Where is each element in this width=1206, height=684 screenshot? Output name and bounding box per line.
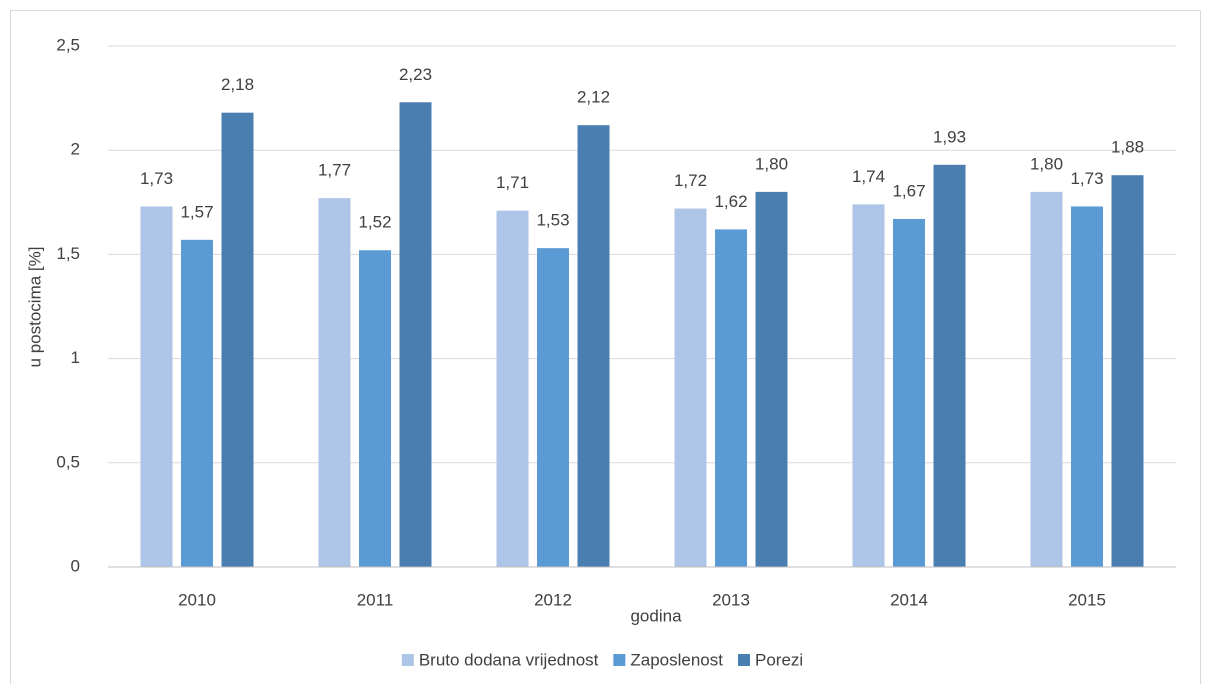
y-tick-label: 1 <box>71 348 80 367</box>
value-label: 2,23 <box>399 65 432 84</box>
bar <box>1030 191 1063 567</box>
bar <box>674 208 707 567</box>
value-label: 1,77 <box>318 161 351 180</box>
value-label: 1,73 <box>140 169 173 188</box>
y-tick-label: 0,5 <box>56 452 80 471</box>
value-label: 1,71 <box>496 173 529 192</box>
x-tick-label: 2011 <box>357 590 394 609</box>
legend-swatch <box>613 654 626 666</box>
value-label: 1,80 <box>755 154 788 173</box>
value-label: 1,74 <box>852 167 885 186</box>
y-tick-label: 2,5 <box>56 35 80 54</box>
bar <box>140 206 173 567</box>
value-label: 1,67 <box>892 181 925 200</box>
value-label: 1,57 <box>180 202 213 221</box>
value-label: 1,88 <box>1111 138 1144 157</box>
legend-label: Bruto dodana vrijednost <box>419 650 599 669</box>
y-tick-label: 0 <box>71 556 80 575</box>
x-tick-label: 2010 <box>178 590 216 609</box>
bar <box>933 164 966 567</box>
y-tick-label: 2 <box>71 140 80 159</box>
value-label: 1,93 <box>933 127 966 146</box>
y-tick-label: 1,5 <box>56 244 80 263</box>
bar <box>221 112 254 568</box>
x-tick-label: 2014 <box>890 590 928 609</box>
bar <box>852 204 885 567</box>
x-axis-label: godina <box>630 606 682 625</box>
bar <box>359 250 391 567</box>
bar <box>893 218 925 568</box>
bar <box>399 102 432 567</box>
x-tick-label: 2015 <box>1068 590 1106 609</box>
value-label: 1,80 <box>1030 154 1063 173</box>
value-label: 1,73 <box>1070 169 1103 188</box>
value-label: 1,52 <box>358 213 391 232</box>
value-label: 1,53 <box>536 211 569 230</box>
x-tick-label: 2013 <box>712 590 750 609</box>
bar <box>715 229 747 567</box>
legend-swatch <box>738 654 750 666</box>
value-label: 1,62 <box>714 192 747 211</box>
bar <box>577 125 610 567</box>
legend-label: Porezi <box>755 650 803 669</box>
chart-border <box>10 10 1201 684</box>
bar <box>1111 175 1144 567</box>
value-label: 2,18 <box>221 75 254 94</box>
bar <box>496 210 529 568</box>
legend-label: Zaposlenost <box>630 650 723 669</box>
value-label: 1,72 <box>674 171 707 190</box>
bar <box>181 239 213 567</box>
y-axis-label: u postocima [%] <box>25 247 44 368</box>
legend-swatch <box>401 654 414 666</box>
bar <box>1071 206 1103 567</box>
bar <box>318 198 351 567</box>
bar <box>755 191 788 567</box>
bar <box>537 248 569 567</box>
value-label: 2,12 <box>577 88 610 107</box>
x-tick-label: 2012 <box>534 590 572 609</box>
